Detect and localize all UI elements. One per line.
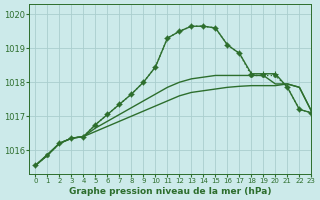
X-axis label: Graphe pression niveau de la mer (hPa): Graphe pression niveau de la mer (hPa)	[69, 187, 272, 196]
